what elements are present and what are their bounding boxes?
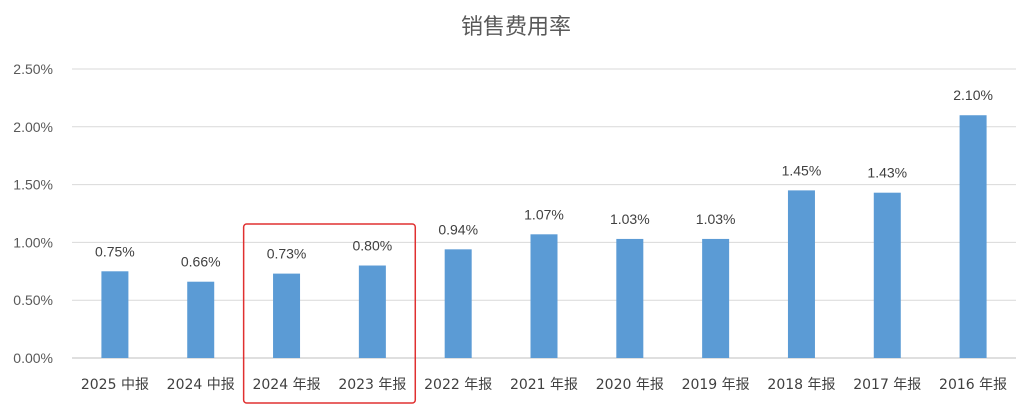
x-category-label: 2016 年报 — [939, 377, 1007, 393]
y-tick-label: 0.00% — [13, 350, 53, 366]
bar — [616, 238, 644, 358]
x-category-label: 2022 年报 — [424, 377, 492, 393]
y-tick-label: 1.00% — [13, 234, 53, 250]
bar — [187, 281, 215, 358]
data-label: 0.80% — [353, 238, 393, 254]
x-category-label: 2019 年报 — [682, 377, 750, 393]
data-label: 1.03% — [610, 211, 650, 227]
bar — [702, 238, 730, 358]
x-axis-categories: 2025 中报 2024 中报 2024 年报 2023 年报 2022 年报 2021 … — [81, 377, 1007, 393]
bar — [358, 265, 386, 358]
y-tick-label: 1.50% — [13, 177, 53, 193]
data-label: 1.07% — [524, 206, 564, 222]
data-label: 0.94% — [438, 221, 478, 237]
y-tick-label: 2.00% — [13, 119, 53, 135]
chart-title: 销售费用率 — [461, 15, 571, 40]
y-tick-label: 2.50% — [13, 61, 53, 77]
data-label: 0.75% — [95, 243, 135, 259]
x-category-label: 2021 年报 — [510, 377, 578, 393]
bar — [959, 115, 987, 359]
bar — [273, 273, 301, 358]
bar — [444, 249, 472, 358]
data-label: 1.43% — [867, 165, 907, 181]
bar — [787, 190, 815, 358]
y-axis-ticks: 0.00% 0.50% 1.00% 1.50% 2.00% 2.50% — [13, 61, 53, 366]
data-labels: 0.75% 0.66% 0.73% 0.80% 0.94% 1.07% 1.03% 1.03%… — [95, 87, 993, 269]
x-category-label: 2024 年报 — [252, 377, 320, 393]
x-category-label: 2023 年报 — [338, 377, 406, 393]
highlight-box-layer — [242, 223, 417, 404]
data-label: 0.66% — [181, 254, 221, 270]
data-label: 2.10% — [953, 87, 993, 103]
y-tick-label: 0.50% — [13, 292, 53, 308]
x-category-label: 2024 中报 — [167, 377, 235, 393]
data-label: 0.73% — [267, 246, 307, 262]
x-category-label: 2018 年报 — [767, 377, 835, 393]
x-category-label: 2017 年报 — [853, 377, 921, 393]
x-category-label: 2020 年报 — [596, 377, 664, 393]
bar — [873, 192, 901, 358]
bars — [101, 115, 987, 359]
bar — [101, 271, 129, 358]
data-label: 1.03% — [696, 211, 736, 227]
highlight-box — [242, 223, 417, 404]
data-label: 1.45% — [782, 162, 822, 178]
x-category-label: 2025 中报 — [81, 377, 149, 393]
bar — [530, 234, 558, 358]
